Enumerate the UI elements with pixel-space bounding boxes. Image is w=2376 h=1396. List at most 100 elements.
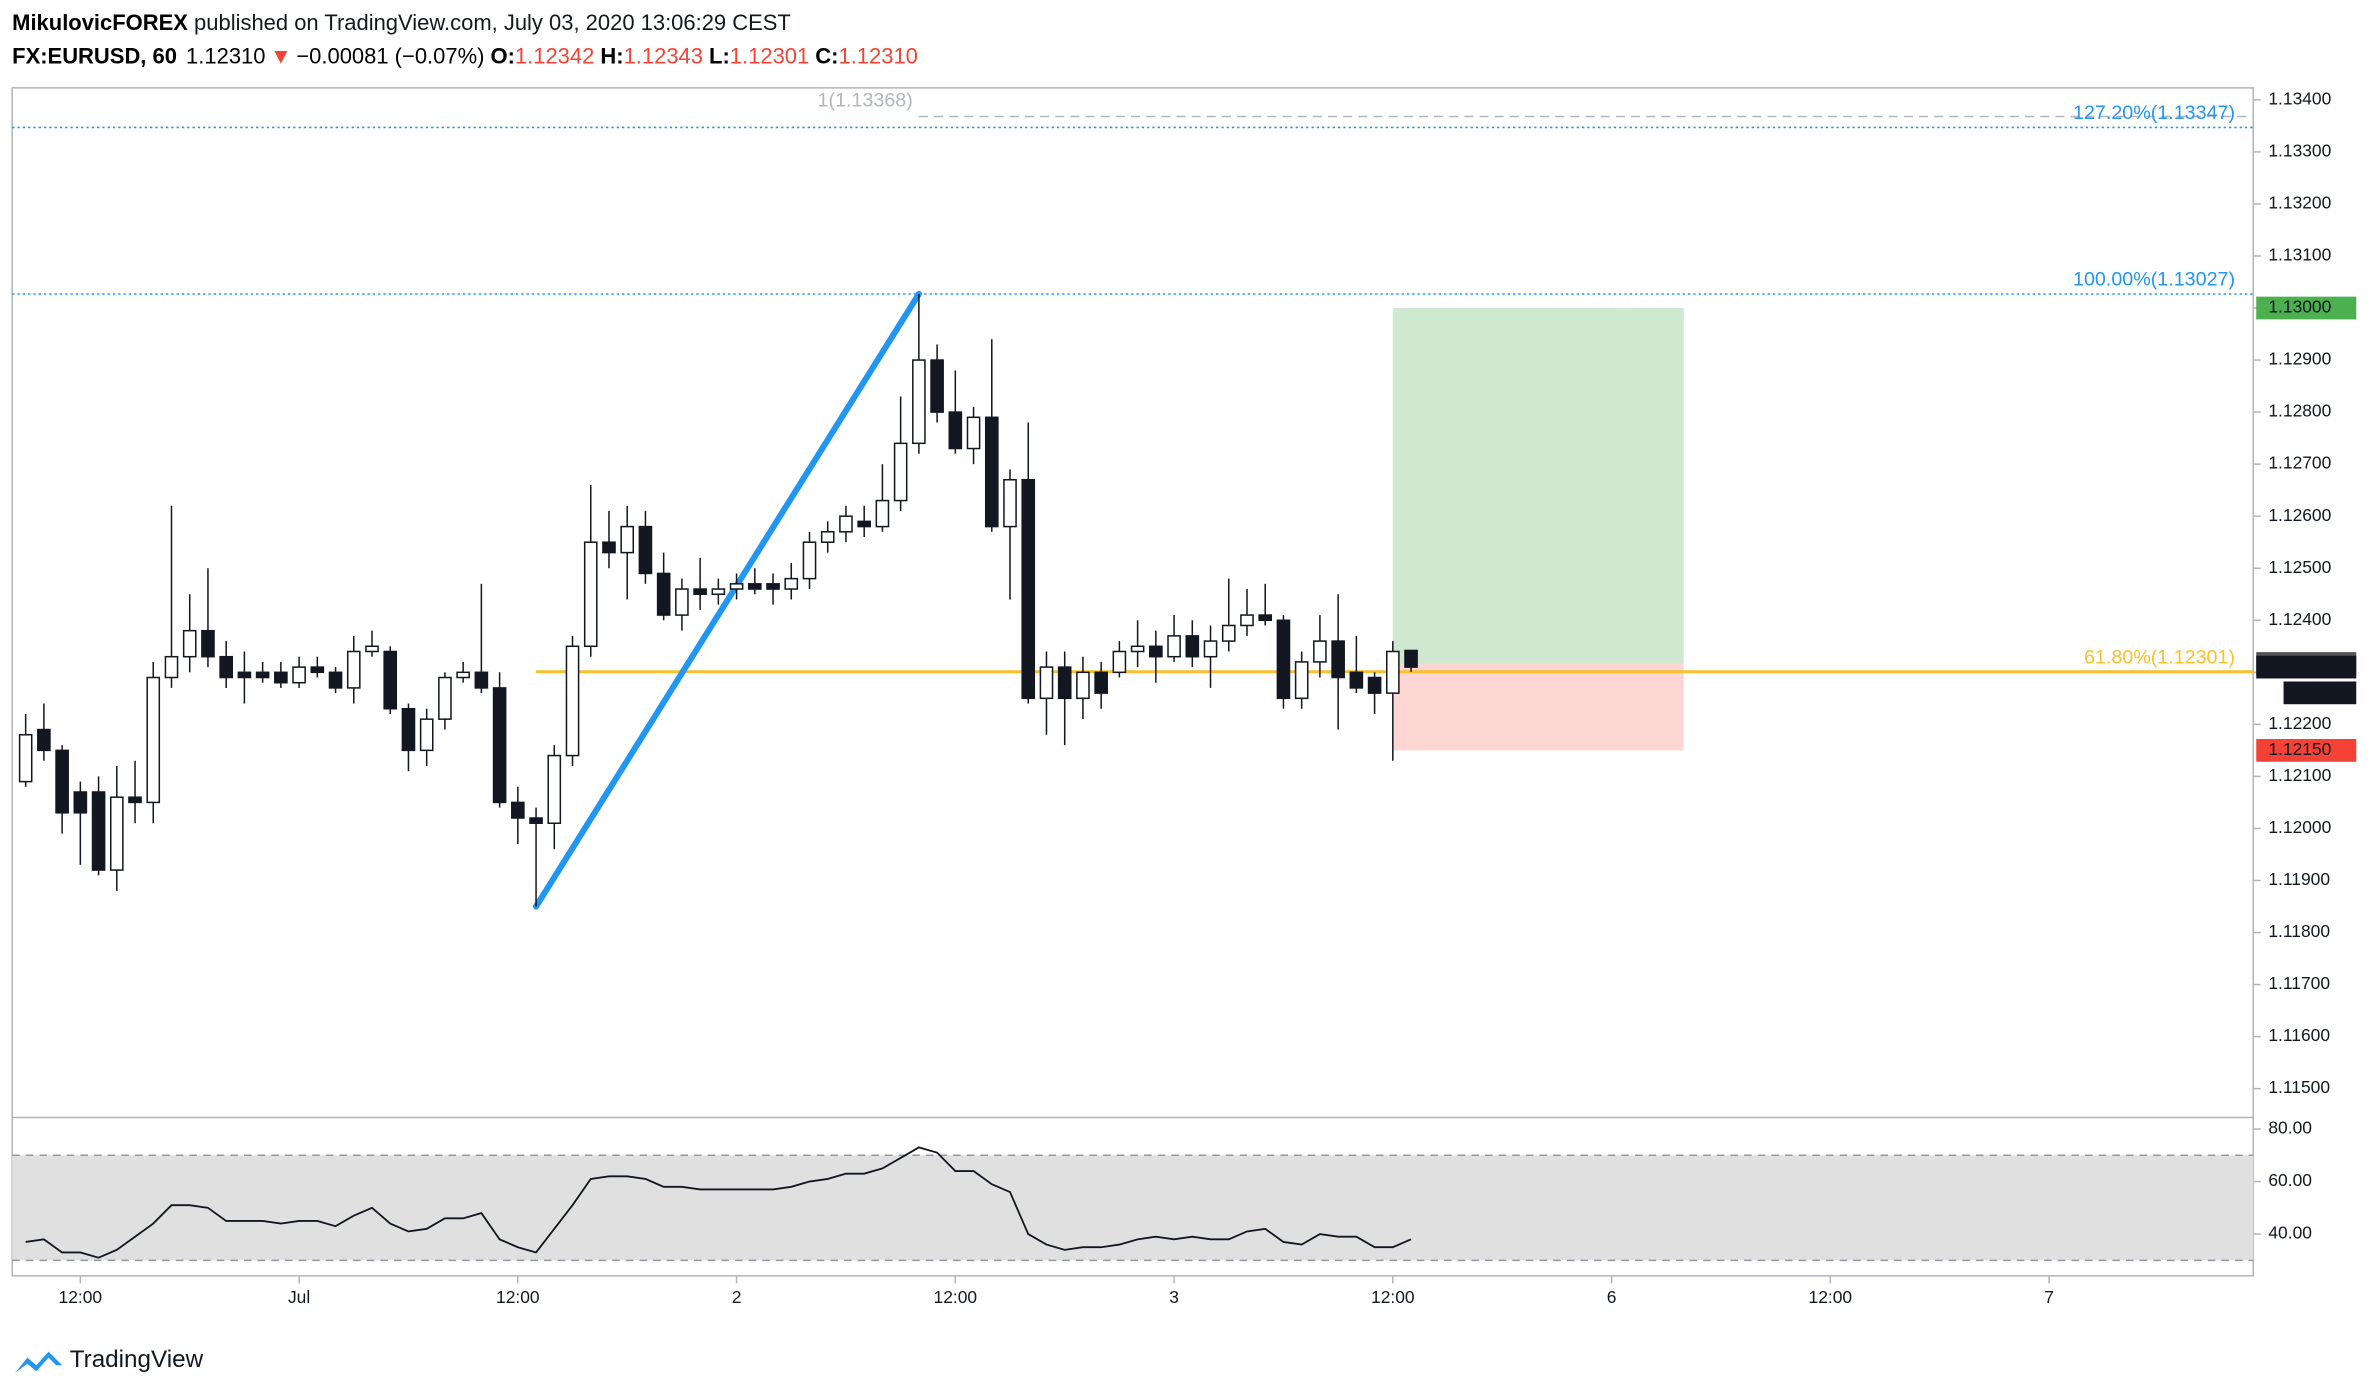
stop-zone [1392, 663, 1684, 751]
candle-body [255, 671, 270, 679]
candle-body [766, 583, 780, 590]
trend-line [533, 290, 922, 910]
candle-body [91, 791, 106, 871]
candle-body [1185, 635, 1200, 658]
candle-body [1130, 645, 1145, 653]
price-tag-label: 1.12150 [2268, 739, 2331, 759]
candle-body [1149, 645, 1163, 658]
candle-body [529, 817, 543, 824]
candle-body [182, 629, 197, 658]
symbol-line: FX:EURUSD, 60 1.12310 ▼ −0.00081 (−0.07%) O:… [12, 43, 918, 68]
candle-body [274, 671, 288, 684]
y-tick-label: 1.12000 [2268, 817, 2331, 837]
y-tick-label: 40.00 [2268, 1223, 2312, 1243]
candle-body [109, 796, 124, 871]
candle-body [474, 671, 489, 689]
y-tick-label: 1.11600 [2268, 1025, 2330, 1045]
candle-body [1057, 666, 1072, 700]
fib-label: 61.80%(1.12301) [2084, 646, 2235, 668]
y-tick-label: 1.13100 [2268, 245, 2331, 265]
candle-body [729, 583, 744, 590]
y-tick-label: 1.13300 [2268, 141, 2331, 161]
x-tick-label: 12:00 [1809, 1287, 1853, 1307]
candle-body [1221, 624, 1236, 642]
candle-body [693, 588, 707, 596]
y-tick-label: 1.13200 [2268, 193, 2331, 213]
fib-label: 127.20%(1.13347) [2073, 102, 2235, 124]
price-tag [2256, 655, 2357, 679]
price-tag-label: 1.12310 [2268, 656, 2331, 676]
candle-body [37, 728, 51, 752]
ohlc-label: L: [709, 43, 730, 68]
y-tick-label: 1.11900 [2268, 869, 2330, 889]
candle-body [1240, 614, 1254, 627]
candle-body [583, 541, 598, 648]
candle-body [492, 687, 507, 804]
candle-body [164, 655, 179, 679]
candle-body [747, 583, 762, 590]
published: published on TradingView.com, July 03, 2… [188, 10, 791, 35]
x-tick-label: 3 [1169, 1287, 1179, 1307]
candle-body [620, 525, 635, 554]
candle-body [456, 671, 470, 679]
candle-body [1258, 614, 1273, 622]
candle-body [346, 650, 361, 689]
price-tag-label: 1.13000 [2268, 297, 2331, 317]
candle-body [984, 416, 999, 528]
y-tick-label: 1.12600 [2268, 505, 2331, 525]
candle-body [711, 588, 726, 596]
candle-body [55, 749, 69, 814]
candle-body [146, 676, 161, 804]
x-tick-label: Jul [288, 1287, 310, 1307]
candle-body [1404, 649, 1418, 668]
ohlc-label: O: [491, 43, 515, 68]
candle-body [73, 791, 88, 814]
y-tick-label: 1.12500 [2268, 557, 2331, 577]
x-tick-label: 7 [2044, 1287, 2054, 1307]
symbol: FX:EURUSD, 60 [12, 43, 177, 68]
candle-body [948, 411, 963, 450]
plot-frame [11, 87, 2254, 1277]
y-tick-label: 60.00 [2268, 1170, 2312, 1190]
x-tick-label: 12:00 [1371, 1287, 1415, 1307]
y-tick-label: 1.11800 [2268, 921, 2330, 941]
author: MikulovicFOREX [12, 10, 188, 35]
candle-body [1349, 671, 1364, 689]
candle-body [511, 801, 525, 819]
ohlc-value: 1.12310 [838, 43, 917, 68]
ohlc-value: 1.12342 [515, 43, 594, 68]
logo-icon [15, 1351, 63, 1373]
candle-body [292, 666, 306, 684]
candle-body [419, 718, 434, 752]
price-tag [2256, 739, 2357, 762]
candle-body [1039, 666, 1054, 700]
fib-label: 100.00%(1.13027) [2073, 269, 2235, 291]
x-tick-label: 6 [1607, 1287, 1617, 1307]
ohlc-label: C: [815, 43, 838, 68]
ohlc-label: H: [600, 43, 623, 68]
down-arrow: ▼ [270, 43, 292, 68]
candle-body [1112, 650, 1127, 674]
candle-body [1094, 671, 1108, 694]
candle-body [565, 645, 580, 757]
rsi-band [12, 1155, 2254, 1261]
price-tag [2256, 296, 2357, 320]
change: −0.00081 (−0.07%) [296, 43, 484, 68]
last-price: 1.12310 [186, 43, 265, 68]
candle-body [1367, 676, 1382, 694]
y-tick-label: 1.13400 [2268, 88, 2331, 108]
y-tick-label: 1.11500 [2268, 1077, 2330, 1097]
candle-body [656, 572, 671, 616]
candle-body [1021, 478, 1036, 700]
candle-body [365, 645, 379, 653]
candle-body [1276, 619, 1291, 700]
ohlc-value: 1.12301 [730, 43, 809, 68]
y-tick-label: 1.12200 [2268, 713, 2331, 733]
countdown: 53:33 [2294, 681, 2338, 701]
candle-body [912, 359, 926, 445]
candle-body [438, 676, 452, 720]
candle-body [893, 442, 908, 502]
fib-label: 1(1.13368) [818, 90, 913, 112]
